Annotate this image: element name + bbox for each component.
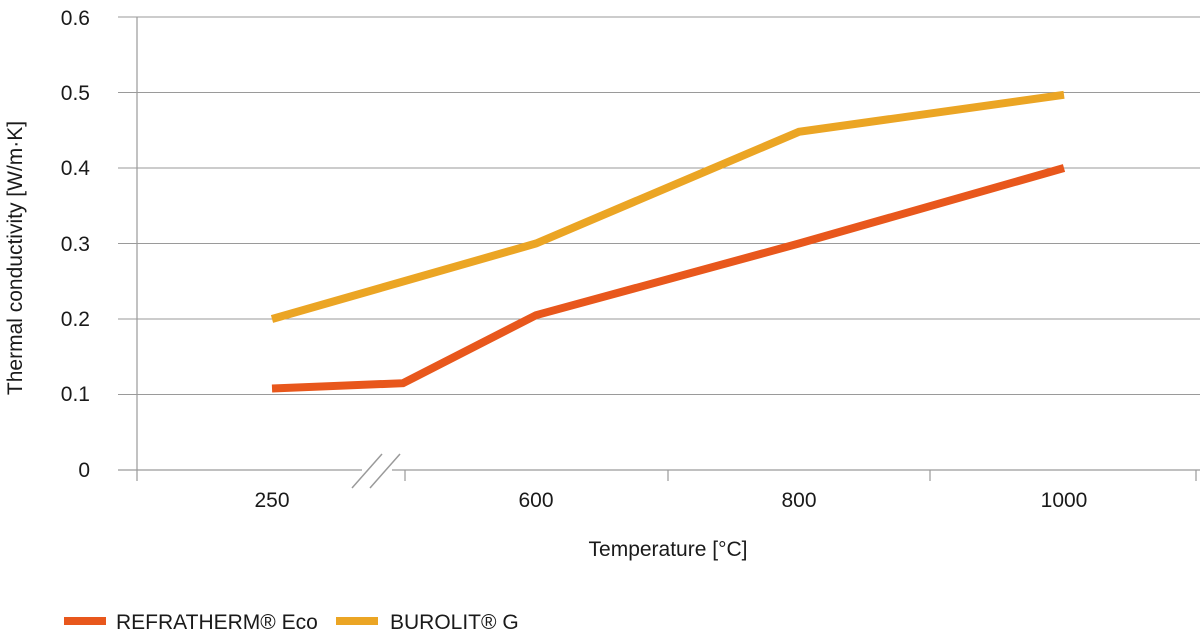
x-tick-label: 1000 [1041,489,1088,512]
series-line-burolit-g [270,90,1065,323]
axis-break-slash [351,453,383,489]
axis-break-gap [362,458,392,482]
y-tick-label: 0 [78,459,90,482]
y-axis-title: Thermal conductivity [W/m·K] [4,121,27,395]
x-axis-title: Temperature [°C] [589,538,748,561]
y-tick-label: 0.6 [61,7,90,30]
series-layer [270,90,1066,393]
x-axis-tick-marks [136,470,1197,481]
axis-break-slash [369,453,401,489]
y-tick-label: 0.2 [61,308,90,331]
x-axis-labels: 250 600 800 1000 [254,489,1087,512]
series-line-refratherm-eco [271,164,1066,393]
y-tick-label: 0.1 [61,383,90,406]
legend-label-burolit-g: BUROLIT® G [390,611,519,634]
y-tick-label: 0.5 [61,82,90,105]
x-tick-label: 250 [254,489,289,512]
legend-label-refratherm-eco: REFRATHERM® Eco [116,611,318,634]
gridlines [118,16,1200,395]
axis-break-marker [351,453,401,489]
x-tick-label: 600 [518,489,553,512]
legend: REFRATHERM® Eco BUROLIT® G [64,611,519,634]
y-axis-ticks: 0 0.1 0.2 0.3 0.4 0.5 0.6 [61,7,91,482]
x-tick-label: 800 [781,489,816,512]
y-tick-label: 0.4 [61,157,91,180]
y-tick-label: 0.3 [61,233,90,256]
